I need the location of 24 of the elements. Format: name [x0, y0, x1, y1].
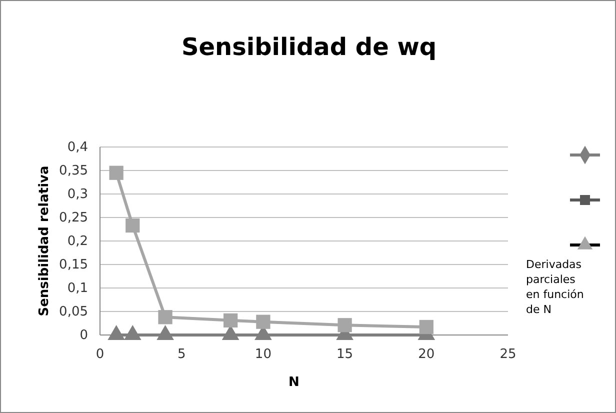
point	[124, 324, 142, 340]
x-tick-label: 25	[500, 347, 516, 362]
x-tick-label: 0	[96, 347, 104, 362]
y-axis-title: Sensibilidad relativa	[37, 166, 52, 316]
y-tick-label: 0,05	[59, 304, 88, 320]
y-tick-label: 0,15	[59, 258, 88, 273]
text: Derivadas parciales en función de N	[526, 258, 584, 316]
y-tick-label: 0,3	[67, 187, 88, 202]
point	[156, 324, 174, 340]
y-tick-label: 0,35	[59, 164, 88, 179]
y-tick-label: 0	[80, 328, 88, 344]
x-tick-label: 5	[177, 347, 186, 362]
x-tick-label: 20	[418, 347, 435, 362]
y-tick-label: 0,4	[67, 140, 88, 156]
x-axis-title: N	[288, 375, 300, 390]
y-tick-label: 0,1	[67, 281, 88, 296]
x-tick-label: 10	[254, 347, 272, 362]
point	[126, 218, 140, 233]
x-tick-label: 15	[336, 347, 354, 362]
point	[108, 324, 125, 340]
point	[109, 166, 124, 180]
y-tick-label: 0,2	[67, 234, 88, 250]
chart-title: Sensibilidad de wq	[181, 33, 437, 61]
y-tick-label: 0,25	[59, 210, 88, 226]
